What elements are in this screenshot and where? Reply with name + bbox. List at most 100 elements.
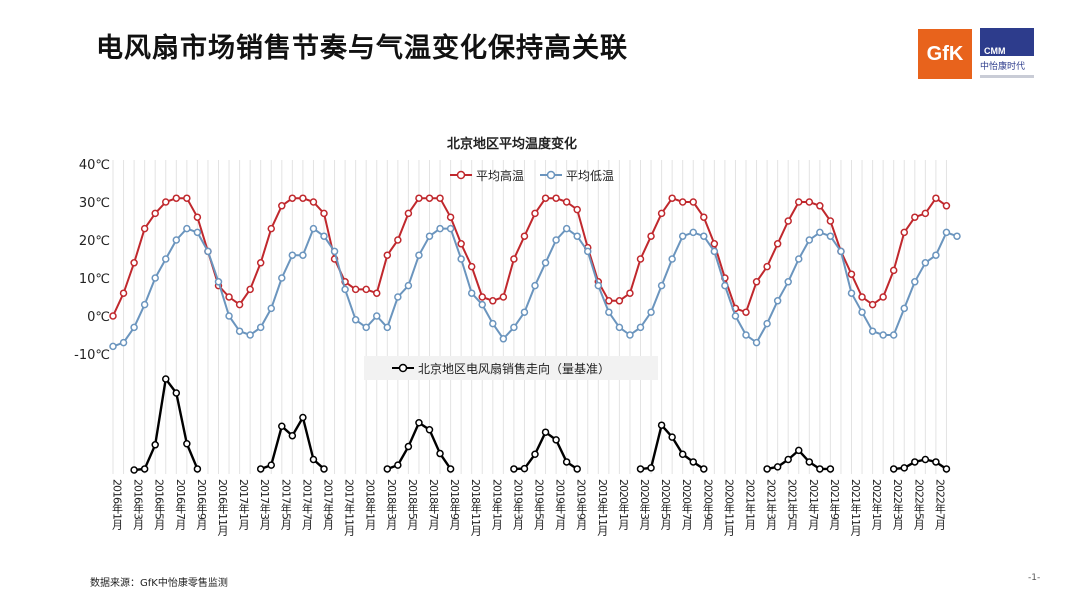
low-temp-series-point [721,281,729,290]
low-temp-series-point [605,308,613,316]
high-temp-series-point [889,266,898,275]
low-temp-series-point [489,319,497,328]
x-tick-label: 2016年7月 [174,479,187,530]
x-tick-label: 2020年9月 [701,479,714,530]
x-tick-label: 2017年7月 [300,479,313,530]
high-temp-series-point [879,293,887,301]
high-temp-series-point [678,198,687,206]
high-temp-series-point [573,205,581,214]
x-tick-label: 2019年1月 [490,479,503,530]
high-temp-series-point [235,300,244,309]
low-temp-series-point [889,331,898,339]
low-temp-series-point [425,232,434,240]
x-tick-label: 2021年11月 [849,479,862,536]
sales-series-point [942,465,951,473]
low-temp-series-point [235,327,244,335]
low-temp-series-point [531,281,539,290]
gfk-logo: GfK [918,29,972,79]
y-tick-label: 0℃ [87,310,110,325]
high-temp-series-point [932,194,940,202]
high-temp-series-point [119,289,128,297]
high-temp-series-point [689,198,697,206]
low-temp-series-point [256,323,265,332]
sales-series-point [911,458,919,466]
cmm-logo-underline [980,75,1034,78]
x-tick-label: 2022年7月 [933,479,946,530]
low-temp-series-point [140,300,149,309]
low-temp-series-point [911,278,919,286]
low-temp-series-point [320,232,328,240]
low-temp-series-point [130,323,138,332]
cmm-logo: CMM 中怡康时代 [980,28,1050,82]
sales-series-point [921,455,930,464]
low-temp-series-point [246,331,254,339]
sales-series-point [700,465,708,473]
low-temp-series-point [510,323,518,332]
sales-series-point [678,450,687,458]
x-tick-label: 2018年1月 [364,479,377,530]
x-tick-label: 2021年7月 [807,479,820,530]
low-temp-series-point [615,323,624,332]
sales-series-point [446,465,455,473]
high-temp-series-point [278,202,286,210]
x-tick-label: 2022年3月 [891,479,904,530]
high-temp-series-point [130,259,138,267]
series-layer [109,194,961,474]
sales-series-point [193,465,202,473]
x-tick-label: 2016年5月 [153,479,166,530]
sales-series-point [689,458,697,466]
high-temp-series-point [657,209,666,218]
low-temp-series-point [900,304,908,313]
high-temp-series-point [415,194,423,202]
low-temp-series-point [731,312,740,320]
x-tick-label: 2017年11月 [343,479,356,536]
high-temp-series-point [668,194,676,202]
sales-series-point [383,465,392,473]
low-temp-series-point [183,224,191,233]
sales-series-point [826,465,835,473]
low-temp-series-point [868,327,877,335]
high-temp-series-point [605,297,613,305]
high-temp-series-point [615,297,624,305]
x-tick-label: 2016年11月 [216,479,229,536]
high-temp-series-point [467,262,476,271]
high-temp-series-point [457,240,465,248]
sales-series-point [425,426,434,434]
high-temp-series-point [847,270,856,278]
x-tick-label: 2022年5月 [912,479,925,530]
sales-series-point [773,463,782,471]
low-temp-series-point [214,278,223,286]
high-temp-series-point [900,228,908,237]
sales-series-point [436,449,444,458]
high-temp-series-point [752,278,761,286]
legend-high-temp-label: 平均高温 [476,168,524,183]
low-temp-series-point [151,274,159,282]
x-tick-label: 2019年9月 [575,479,588,530]
low-temp-series-point [278,274,286,282]
sales-series-point [320,465,328,473]
low-temp-series-point [436,224,444,233]
low-temp-series-point [858,308,866,316]
legend-low-temp-swatch-marker [546,170,556,180]
sales-series-point [795,446,803,455]
high-temp-series-point [816,202,824,210]
legend-sales-swatch-marker [398,363,408,373]
high-temp-series-point [436,194,444,202]
high-temp-series-point [351,285,360,294]
sales-series-point [816,465,824,473]
high-temp-series-point [520,232,529,240]
high-temp-series-point [552,194,560,202]
x-tick-label: 2021年1月 [744,479,757,530]
low-temp-series-point [520,308,529,316]
high-temp-series-point [647,232,655,240]
high-temp-series-point [626,289,634,297]
high-temp-series-point [140,224,149,233]
x-tick-label: 2020年11月 [722,479,735,536]
high-temp-series-point [383,251,392,259]
x-tick-label: 2021年5月 [786,479,799,530]
x-tick-label: 2018年7月 [427,479,440,530]
sales-series-point [394,461,402,469]
sales-series-point [510,465,518,473]
low-temp-series-point [795,255,803,263]
sales-series-point [889,465,898,473]
